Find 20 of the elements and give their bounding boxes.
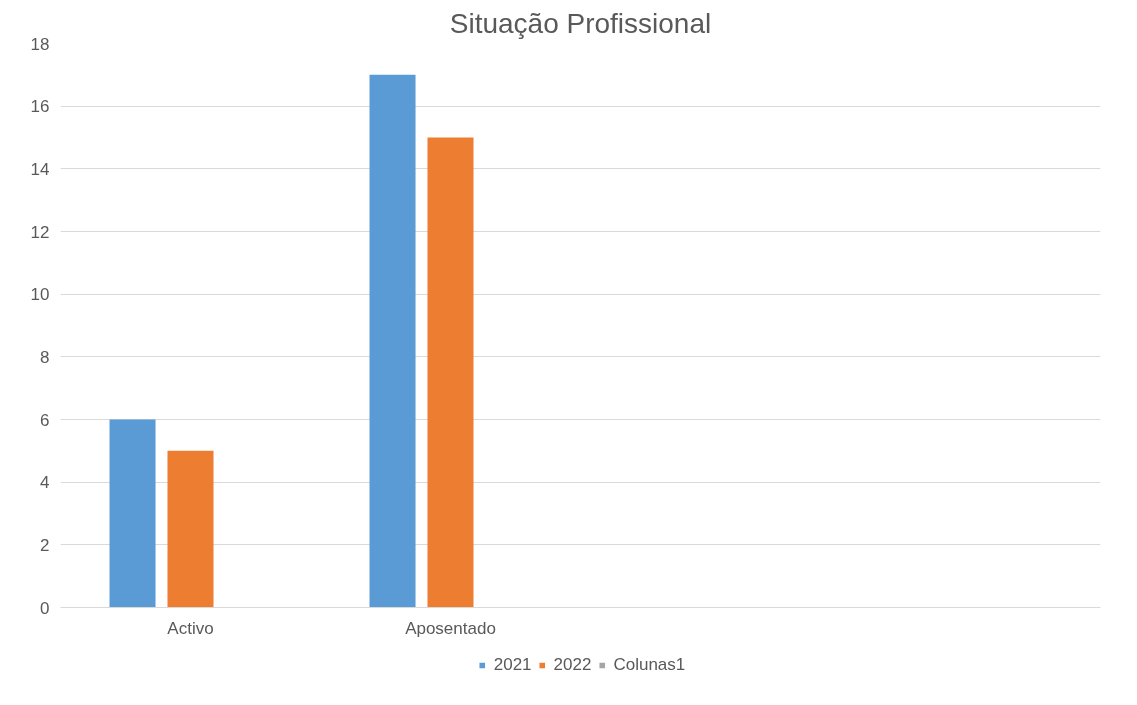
chart-title: Situação Profissional: [449, 7, 712, 39]
bar: [109, 419, 156, 608]
legend-label: 2021: [493, 655, 532, 675]
y-tick-label: 8: [40, 347, 50, 367]
y-tick-label: 18: [30, 34, 50, 54]
bar: [167, 450, 214, 608]
y-tick-label: 10: [30, 285, 50, 305]
y-tick-label: 14: [30, 159, 50, 179]
bar: [369, 74, 416, 608]
y-tick-label: 6: [40, 410, 50, 430]
y-tick-label: 2: [40, 535, 50, 555]
x-tick-label: Aposentado: [405, 618, 496, 638]
legend-label: 2022: [553, 655, 592, 675]
y-tick-label: 16: [30, 97, 50, 117]
x-tick-label: Activo: [167, 618, 214, 638]
y-tick-label: 0: [40, 598, 50, 618]
y-tick-label: 4: [40, 473, 50, 493]
legend-label: Colunas1: [613, 655, 686, 675]
y-tick-label: 12: [30, 222, 50, 242]
bar: [427, 137, 474, 608]
